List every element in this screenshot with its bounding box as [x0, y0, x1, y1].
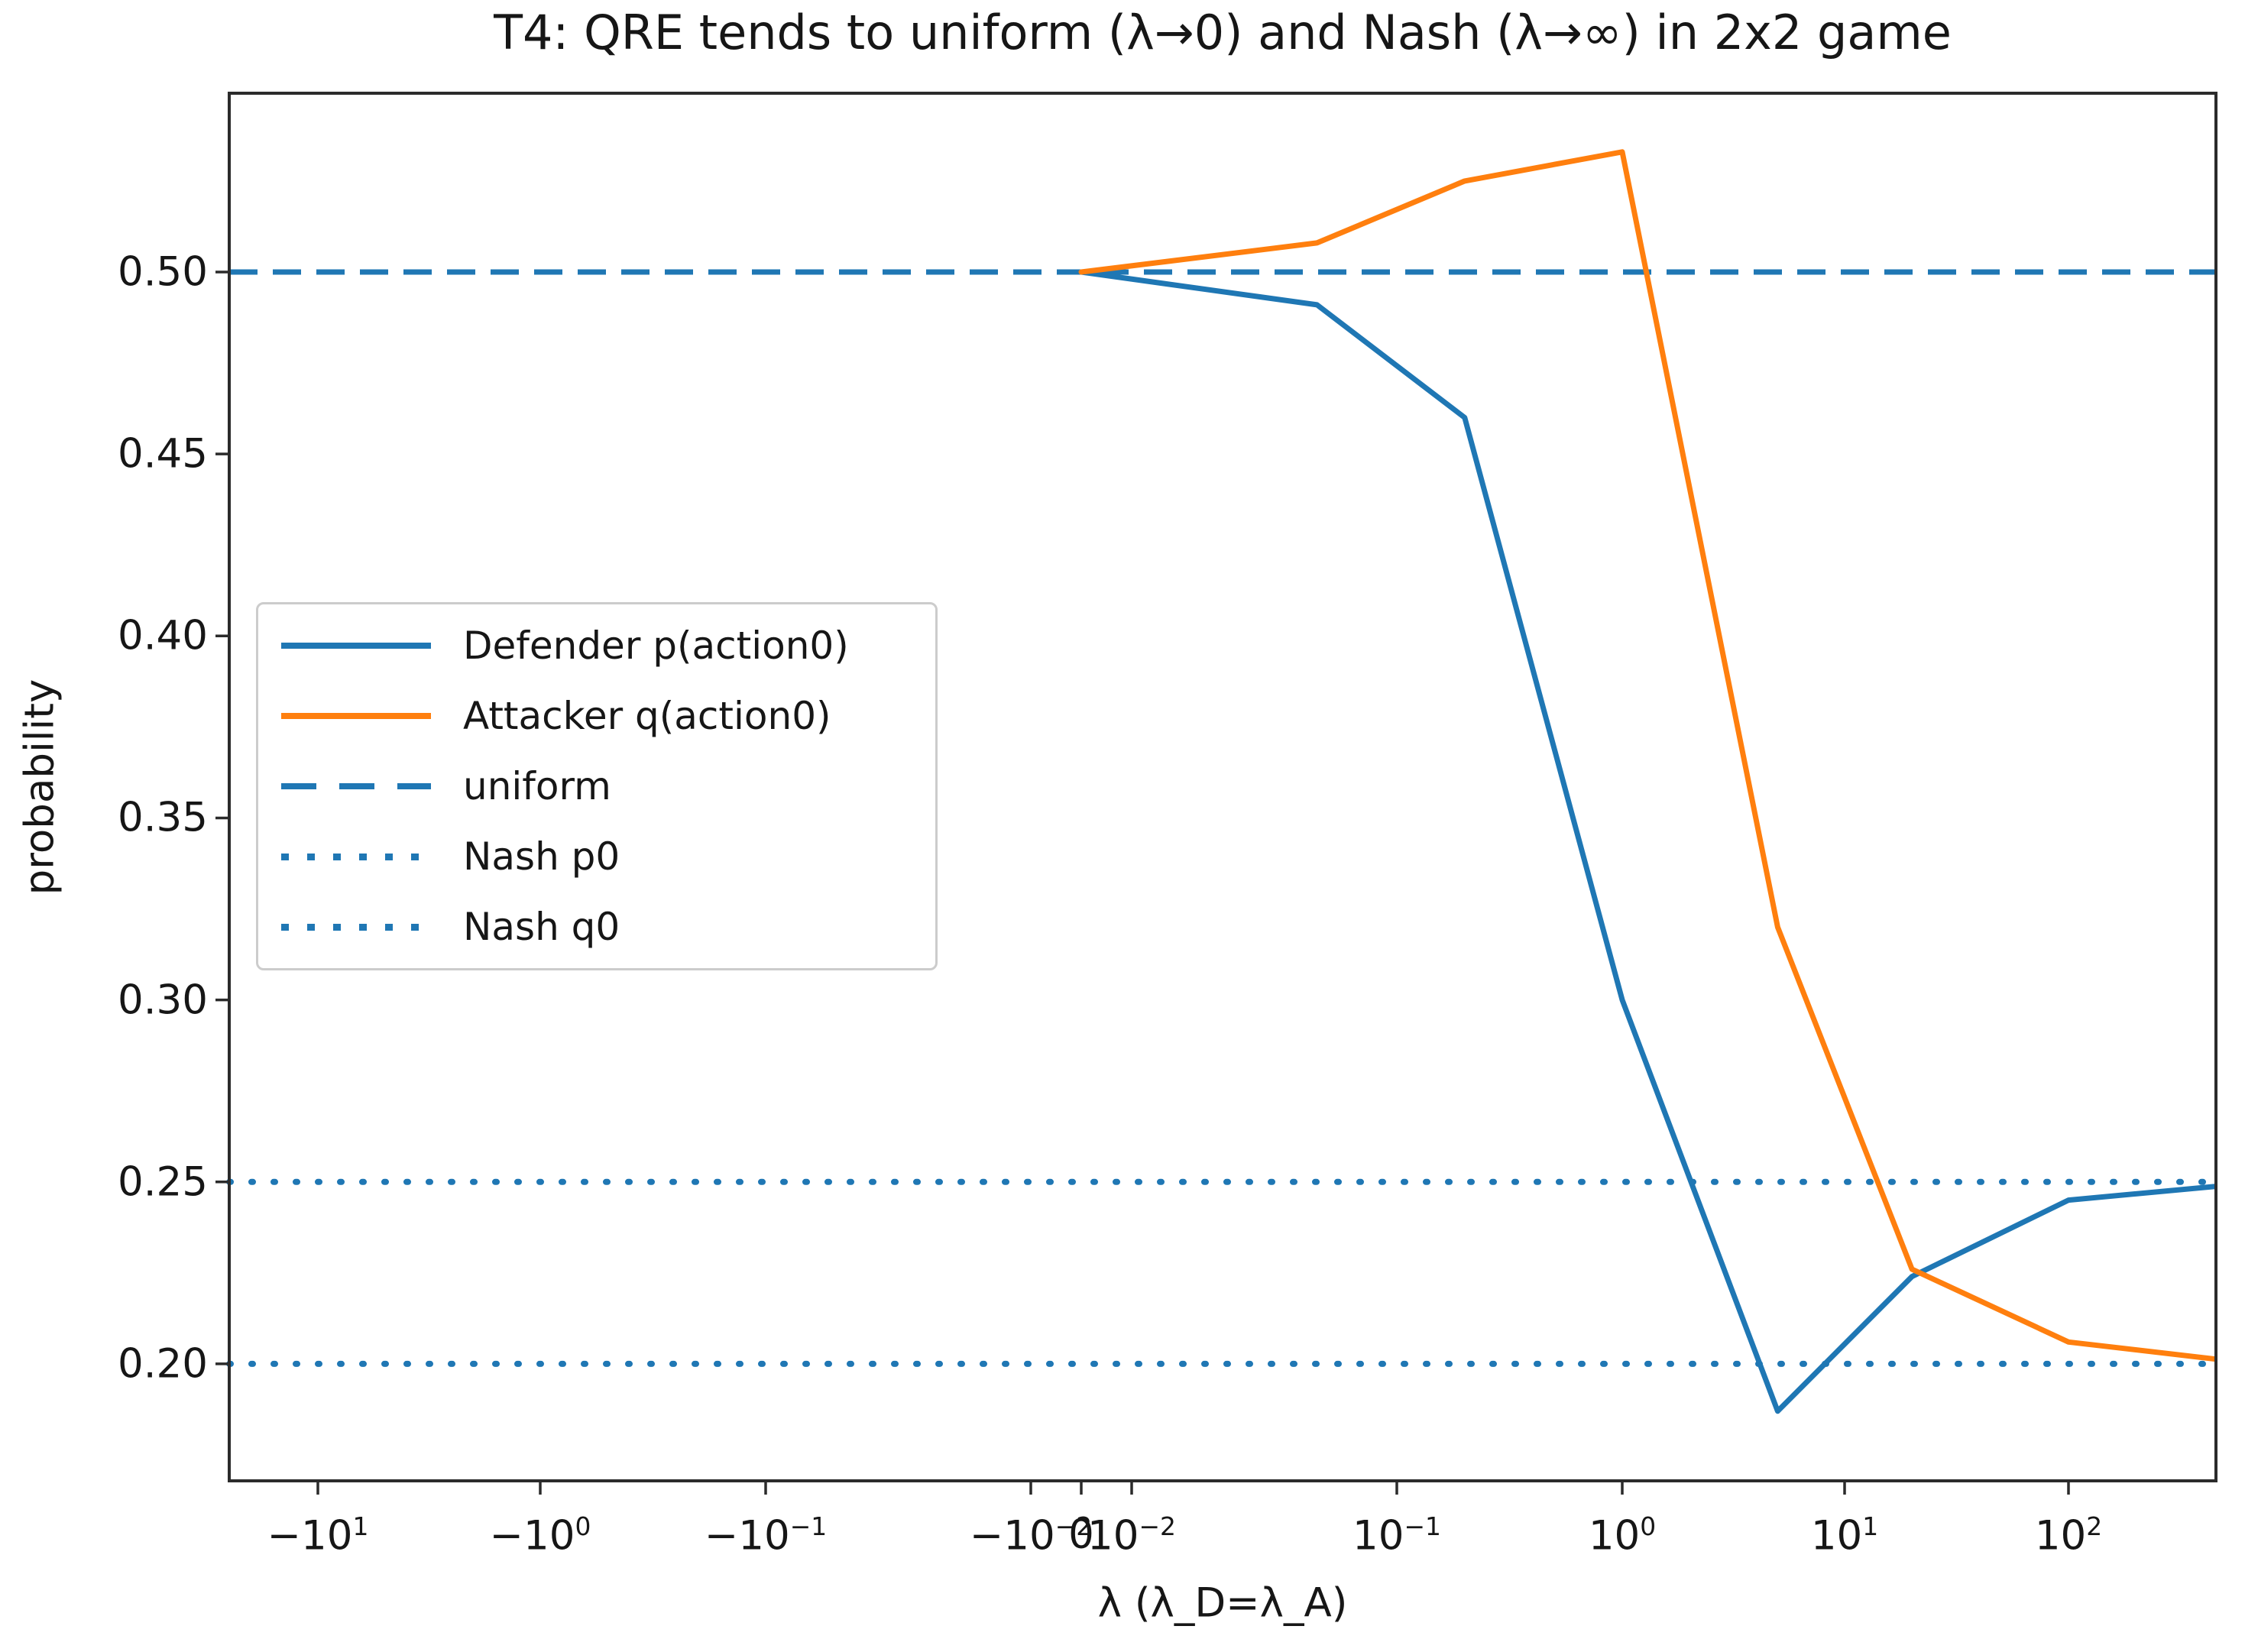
x-tick-label: 0	[1068, 1511, 1094, 1558]
y-tick-label: 0.35	[117, 794, 208, 841]
legend-line-sample-dashed	[281, 783, 431, 789]
series-defender-p(action0)	[1078, 269, 2216, 1414]
y-tick-label: 0.45	[117, 430, 208, 478]
legend-row: Defender p(action0)	[258, 612, 935, 679]
x-tick-label: −101	[267, 1511, 369, 1560]
legend-label: Nash p0	[463, 834, 620, 879]
y-tick-label: 0.20	[117, 1340, 208, 1388]
x-tick-label: −10−1	[704, 1511, 828, 1560]
x-tick-label: 101	[1810, 1511, 1879, 1560]
y-tick-label: 0.25	[117, 1158, 208, 1206]
legend: Defender p(action0) Attacker q(action0) un…	[256, 602, 938, 970]
chart-title: T4: QRE tends to uniform (λ→0) and Nash …	[494, 5, 1952, 60]
legend-label: Nash q0	[463, 905, 620, 949]
legend-line-sample-solid	[281, 713, 431, 719]
axes-spines	[228, 92, 2217, 1482]
x-tick-label: 100	[1588, 1511, 1657, 1560]
legend-row: Attacker q(action0)	[258, 682, 935, 750]
x-tick-label: 10−2	[1087, 1511, 1176, 1560]
y-axis-label: probability	[16, 679, 63, 896]
legend-line-sample-solid	[281, 643, 431, 649]
legend-row: uniform	[258, 753, 935, 820]
x-tick-label: −10−2	[969, 1511, 1093, 1560]
series-attacker-q(action0)	[1078, 149, 2216, 1362]
x-tick-label: 10−1	[1353, 1511, 1441, 1560]
legend-row: Nash p0	[258, 823, 935, 890]
y-tick-label: 0.30	[117, 977, 208, 1024]
legend-label: Attacker q(action0)	[463, 694, 831, 738]
legend-line-sample-dotted	[281, 923, 431, 931]
x-axis-label: λ (λ_D=λ_A)	[1097, 1579, 1348, 1627]
legend-label: Defender p(action0)	[463, 624, 849, 668]
legend-line-sample-dotted	[281, 853, 431, 860]
x-tick-label: 102	[2034, 1511, 2103, 1560]
x-tick-label: −100	[489, 1511, 591, 1560]
legend-label: uniform	[463, 764, 611, 808]
y-tick-label: 0.40	[117, 612, 208, 659]
legend-row: Nash q0	[258, 893, 935, 960]
y-tick-label: 0.50	[117, 248, 208, 296]
